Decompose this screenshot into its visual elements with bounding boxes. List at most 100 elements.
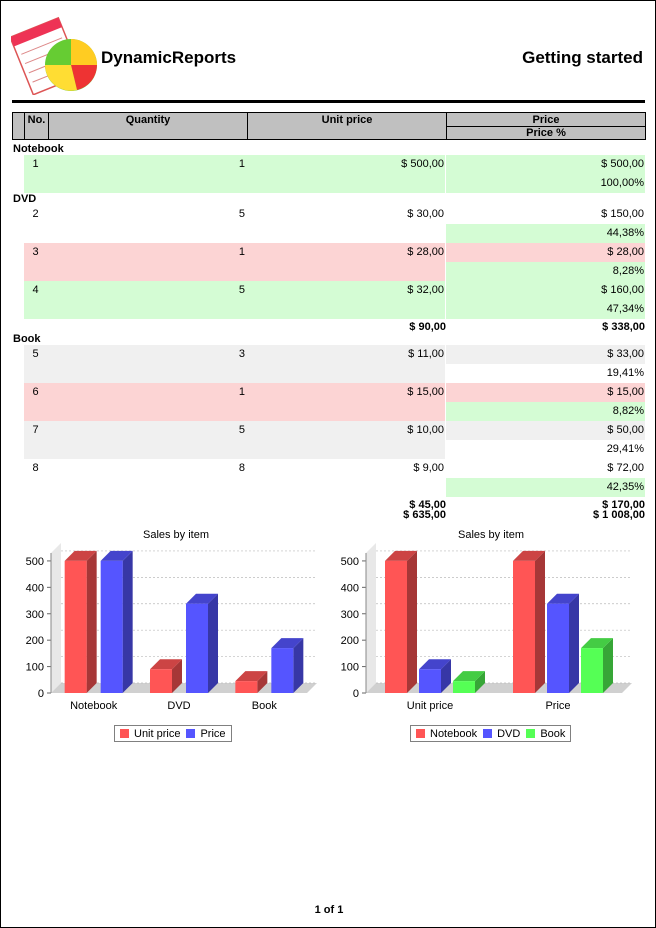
bar-notebook-price — [513, 550, 545, 693]
y-tick-label: 300 — [341, 609, 359, 621]
table-row: 3 1 $ 28,00 $ 28,00 8,28% — [24, 243, 645, 281]
y-tick-label: 500 — [26, 556, 44, 568]
row-unit-price: $ 500,00 — [246, 155, 445, 193]
report-logo-icon — [11, 16, 97, 95]
row-quantity: 1 — [48, 155, 246, 193]
table-row: 2 5 $ 30,00 $ 150,00 44,38% — [24, 205, 645, 243]
legend-item: DVD — [483, 728, 520, 740]
legend-item: Unit price — [120, 728, 180, 740]
table-row: 1 1 $ 500,00 $ 500,00 100,00% — [24, 155, 645, 193]
chart-svg: Sales by item 0 100 200 300 400 500 Notebook DVD… — [26, 529, 317, 712]
legend-item: Price — [186, 727, 226, 740]
row-no: 7 — [24, 421, 48, 459]
chart-side-wall — [366, 543, 376, 693]
legend-label: Book — [540, 727, 566, 740]
legend-swatch — [416, 729, 425, 738]
row-no: 6 — [24, 383, 48, 421]
col-header-price: Price Price % — [446, 112, 646, 140]
legend-label: Unit price — [134, 727, 181, 740]
row-quantity: 5 — [48, 281, 246, 319]
row-unit-price: $ 32,00 — [246, 281, 445, 319]
table-row: 5 3 $ 11,00 $ 33,00 19,41% — [24, 345, 645, 383]
x-tick-label: DVD — [167, 700, 190, 712]
table-row: 8 8 $ 9,00 $ 72,00 42,35% — [24, 459, 645, 497]
row-quantity: 5 — [48, 421, 246, 459]
chart-title: Sales by item — [143, 529, 209, 541]
y-tick-label: 500 — [341, 556, 359, 568]
row-price: $ 72,00 — [607, 462, 644, 474]
brand-name: DynamicReports — [101, 48, 237, 67]
y-tick-label: 200 — [341, 635, 359, 647]
legend-label: DVD — [497, 727, 521, 740]
row-price-pct: 8,28% — [446, 262, 645, 281]
row-unit-price: $ 28,00 — [246, 243, 445, 281]
y-tick-label: 300 — [26, 609, 44, 621]
row-price: $ 160,00 — [446, 281, 645, 300]
col-header-no: No. — [24, 112, 49, 140]
row-price: $ 150,00 — [601, 208, 644, 220]
chart-title: Sales by item — [458, 529, 524, 541]
bar-unit-price-book — [235, 671, 268, 693]
grand-total-price: $ 1 008,00 — [593, 509, 645, 521]
group-label: Notebook — [13, 143, 64, 155]
y-tick-label: 100 — [341, 662, 359, 674]
row-price-pct: 100,00% — [446, 174, 645, 193]
row-unit-price: $ 11,00 — [246, 345, 445, 383]
x-tick-label: Unit price — [407, 700, 453, 712]
bar-price-book — [271, 638, 304, 693]
y-tick-label: 100 — [26, 662, 44, 674]
bar-price-notebook — [100, 550, 133, 693]
row-unit-price: $ 9,00 — [413, 462, 444, 474]
table-row: 7 5 $ 10,00 $ 50,00 29,41% — [24, 421, 645, 459]
x-tick-label: Notebook — [70, 700, 118, 712]
col-header-unit-price: Unit price — [247, 112, 447, 140]
y-tick-label: 0 — [38, 688, 44, 700]
legend-item: Book — [526, 728, 565, 740]
bar-notebook-unit-price — [385, 550, 417, 693]
row-quantity: 5 — [238, 208, 245, 220]
grand-total-unit-price: $ 635,00 — [403, 509, 446, 521]
legend-label: Notebook — [430, 727, 478, 740]
chart-1: Sales by item 0 100 200 300 400 500 Notebook DVD… — [13, 525, 323, 750]
group-total-price: $ 338,00 — [602, 321, 645, 333]
chart-2: Sales by item 0 100 200 300 400 500 Unit price P… — [328, 525, 638, 750]
row-price-pct: 44,38% — [446, 224, 645, 243]
row-no: 5 — [24, 345, 48, 383]
bar-unit-price-notebook — [64, 550, 97, 693]
group-total-unit-price: $ 90,00 — [409, 321, 446, 333]
row-quantity: 1 — [48, 383, 246, 421]
legend-label: Price — [200, 727, 226, 740]
chart-legend: Unit price Price — [114, 725, 232, 742]
y-tick-label: 400 — [341, 582, 359, 594]
row-no: 3 — [24, 243, 48, 281]
row-no: 2 — [32, 208, 39, 220]
x-tick-label: Book — [252, 700, 278, 712]
row-price: $ 15,00 — [446, 383, 645, 402]
group-total-unit-price: $ 45,00 — [409, 499, 446, 511]
row-price: $ 28,00 — [446, 243, 645, 262]
row-price-pct: 29,41% — [606, 443, 644, 455]
y-tick-label: 200 — [26, 635, 44, 647]
col-header-price-pct: Price % — [447, 126, 645, 140]
chart-legend: Notebook DVD Book — [410, 725, 572, 742]
row-price: $ 500,00 — [446, 155, 645, 174]
group-label: Book — [13, 333, 41, 345]
row-price-pct: 8,82% — [446, 402, 645, 421]
bar-book-price — [581, 638, 613, 693]
x-tick-label: Price — [545, 700, 570, 712]
group-label: DVD — [13, 193, 37, 205]
row-unit-price: $ 10,00 — [246, 421, 445, 459]
col-header-quantity: Quantity — [48, 112, 248, 140]
table-row: 6 1 $ 15,00 $ 15,00 8,82% — [24, 383, 645, 421]
legend-swatch — [120, 729, 129, 738]
table-row: 4 5 $ 32,00 $ 160,00 47,34% — [24, 281, 645, 319]
bar-book-unit-price — [453, 671, 485, 693]
row-price-pct: 19,41% — [606, 367, 644, 379]
row-price-pct: 47,34% — [446, 300, 645, 319]
row-price: $ 50,00 — [446, 421, 645, 440]
chart-side-wall — [51, 543, 61, 693]
row-price: $ 33,00 — [446, 345, 645, 364]
bar-price-dvd — [186, 593, 218, 693]
bar-dvd-unit-price — [419, 659, 451, 693]
